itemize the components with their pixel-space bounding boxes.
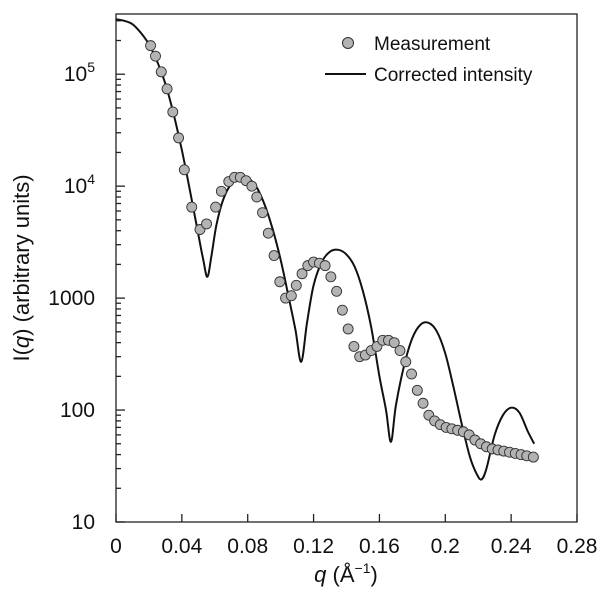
plot-area [115,13,578,523]
measurement-point [394,345,406,357]
measurement-point [161,83,173,95]
measurement-point [336,304,348,316]
measurement-point [342,323,354,335]
measurement-point [215,185,227,197]
y-axis: 10 100 1000 104 105 [48,20,125,534]
x-tick-label: 0.24 [491,535,532,558]
measurement-point [417,397,429,409]
measurement-point [262,227,274,239]
x-tick-label: 0.16 [359,535,400,558]
x-axis: 0 0.04 0.08 0.12 0.16 0.2 0.24 0.28 [110,514,597,558]
y-tick-label: 1000 [48,287,95,310]
y-tick-label: 100 [60,399,95,422]
measurement-point [331,285,343,297]
measurement-point [257,207,268,219]
y-tick-label: 104 [64,171,95,198]
measurement-point [411,384,423,396]
legend-marker-measurement [342,37,354,49]
y-axis-title: I(q) (arbitrary units) [9,174,34,361]
measurement-point [251,191,263,203]
measurement-point [319,260,331,272]
measurement-point [201,218,213,230]
x-tick-label: 0.08 [227,535,268,558]
measurement-point [285,290,297,302]
measurement-point [400,356,412,368]
measurement-point [178,164,190,176]
legend-label-measurement: Measurement [374,34,491,55]
series-corrected-intensity [115,18,536,481]
measurement-point [186,201,198,213]
measurement-point [290,279,302,291]
x-tick-label: 0.04 [161,535,202,558]
measurement-point [145,40,157,52]
x-tick-label: 0.2 [431,535,460,558]
measurement-point [155,66,167,78]
measurement-point [210,201,222,213]
measurement-point [527,451,539,463]
legend: Measurement Corrected intensity [325,34,533,86]
y-tick-label: 105 [64,59,95,86]
measurement-point [274,276,286,288]
x-tick-label: 0.12 [293,535,334,558]
measurement-point [296,268,308,280]
measurement-point [173,132,185,144]
legend-label-corrected-intensity: Corrected intensity [374,65,533,86]
corrected-intensity-line [115,18,536,481]
measurement-point [388,337,400,349]
measurement-point [325,271,337,283]
plot-frame [115,13,578,523]
measurement-point [167,106,179,118]
measurement-point [348,340,360,352]
y-tick-label: 10 [72,511,95,534]
x-tick-label: 0.28 [557,535,598,558]
measurement-point [246,180,258,192]
measurement-point [406,368,417,380]
x-tick-label: 0 [110,535,122,558]
measurement-point [150,50,161,62]
measurement-point [268,250,280,261]
x-axis-title: q (Å−1) [314,560,378,587]
series-measurement [145,40,539,463]
